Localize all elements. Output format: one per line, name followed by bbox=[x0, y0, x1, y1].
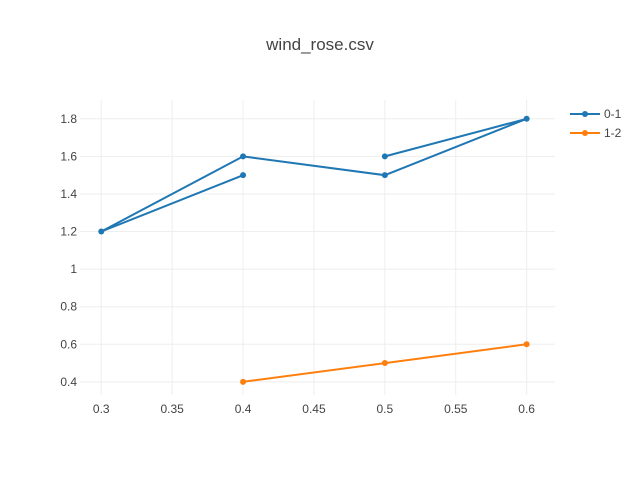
data-point bbox=[381, 153, 388, 160]
y-tick-label: 1.6 bbox=[60, 149, 77, 163]
data-point bbox=[381, 172, 388, 179]
data-point bbox=[523, 115, 530, 122]
x-tick-label: 0.45 bbox=[302, 402, 326, 416]
legend[interactable]: 0-11-2 bbox=[570, 107, 622, 140]
legend-item[interactable]: 1-2 bbox=[570, 126, 622, 140]
series-layer bbox=[98, 115, 530, 385]
data-point bbox=[523, 341, 530, 348]
legend-swatch-marker bbox=[582, 130, 588, 136]
series-1-2 bbox=[240, 341, 530, 385]
x-axis-ticks: 0.3 0.35 0.4 0.45 0.5 0.55 0.6 bbox=[93, 402, 535, 416]
legend-label: 1-2 bbox=[604, 126, 622, 140]
chart-title: wind_rose.csv bbox=[265, 35, 374, 54]
series-0-1 bbox=[98, 115, 530, 235]
legend-label: 0-1 bbox=[604, 107, 622, 121]
x-tick-label: 0.6 bbox=[518, 402, 535, 416]
legend-item[interactable]: 0-1 bbox=[570, 107, 622, 121]
x-tick-label: 0.5 bbox=[377, 402, 394, 416]
data-point bbox=[98, 228, 105, 235]
data-point bbox=[240, 153, 247, 160]
y-tick-label: 1.4 bbox=[60, 187, 77, 201]
data-point bbox=[240, 378, 247, 385]
y-tick-label: 1.2 bbox=[60, 225, 77, 239]
x-tick-label: 0.55 bbox=[444, 402, 468, 416]
legend-swatch-marker bbox=[582, 111, 588, 117]
y-tick-label: 1.8 bbox=[60, 112, 77, 126]
grid bbox=[80, 100, 555, 395]
data-point bbox=[240, 172, 247, 179]
y-tick-label: 0.8 bbox=[60, 300, 77, 314]
y-tick-label: 0.6 bbox=[60, 337, 77, 351]
y-tick-label: 0.4 bbox=[60, 375, 77, 389]
x-tick-label: 0.3 bbox=[93, 402, 110, 416]
series-line bbox=[100, 117, 528, 233]
data-point bbox=[381, 360, 388, 367]
y-tick-label: 1 bbox=[70, 262, 77, 276]
y-axis-ticks: 0.4 0.6 0.8 1 1.2 1.4 1.6 1.8 bbox=[60, 112, 77, 389]
x-tick-label: 0.35 bbox=[160, 402, 184, 416]
x-tick-label: 0.4 bbox=[235, 402, 252, 416]
